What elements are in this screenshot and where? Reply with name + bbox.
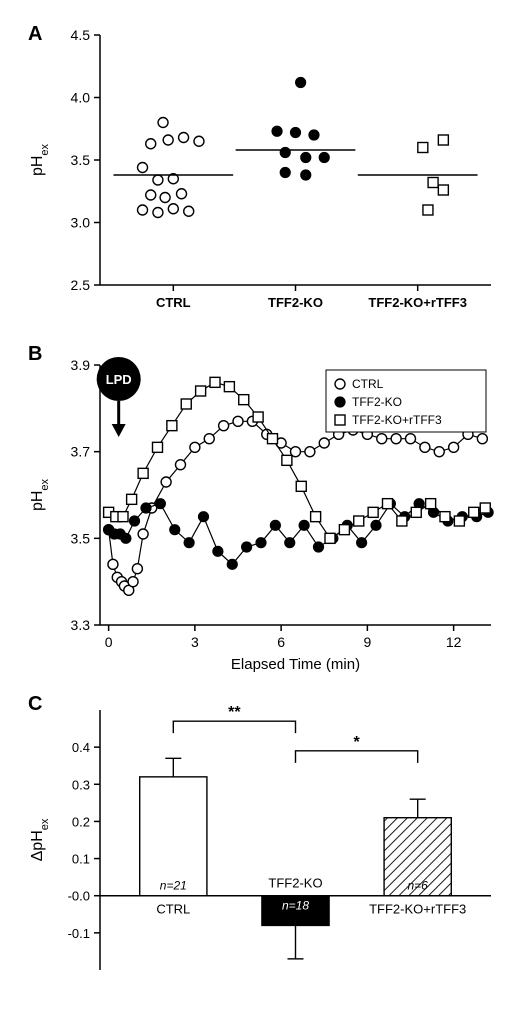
svg-text:0.4: 0.4 xyxy=(72,740,90,755)
svg-text:0.1: 0.1 xyxy=(72,852,90,867)
svg-text:0: 0 xyxy=(105,634,113,650)
svg-text:9: 9 xyxy=(363,634,371,650)
svg-text:0.3: 0.3 xyxy=(72,777,90,792)
svg-text:CTRL: CTRL xyxy=(352,377,384,391)
svg-text:TFF2-KO: TFF2-KO xyxy=(268,876,322,891)
panel-C: C 0.1 0.2 0.3 0.4 -0.0 -0.1 ΔpHex n=21 CTRL n=18 TF… xyxy=(10,680,516,990)
svg-text:Elapsed Time (min): Elapsed Time (min) xyxy=(231,656,360,673)
svg-text:3.0: 3.0 xyxy=(71,215,91,231)
svg-text:3.5: 3.5 xyxy=(71,530,91,546)
svg-text:*: * xyxy=(353,734,360,751)
svg-text:3.9: 3.9 xyxy=(71,357,91,373)
svg-text:ΔpHex: ΔpHex xyxy=(29,818,51,861)
svg-text:B: B xyxy=(28,343,42,365)
svg-text:pHex: pHex xyxy=(29,143,51,176)
svg-text:n=6: n=6 xyxy=(408,879,429,893)
svg-text:0.2: 0.2 xyxy=(72,814,90,829)
svg-text:n=18: n=18 xyxy=(282,899,309,913)
svg-text:4.5: 4.5 xyxy=(71,27,91,43)
svg-text:12: 12 xyxy=(446,634,462,650)
svg-text:4.0: 4.0 xyxy=(71,90,91,106)
svg-text:LPD: LPD xyxy=(106,372,132,387)
svg-text:TFF2-KO: TFF2-KO xyxy=(352,395,402,409)
svg-text:**: ** xyxy=(228,704,241,721)
svg-text:3.5: 3.5 xyxy=(71,152,91,168)
svg-text:3.3: 3.3 xyxy=(71,617,91,633)
svg-text:TFF2-KO+rTFF3: TFF2-KO+rTFF3 xyxy=(368,295,467,310)
svg-text:CTRL: CTRL xyxy=(156,902,190,917)
panel-B: B 3.3 3.5 3.7 3.9 pHex 0 3 6 9 12 Elapsed Time (min… xyxy=(10,330,516,680)
svg-text:3.7: 3.7 xyxy=(71,444,91,460)
svg-text:pHex: pHex xyxy=(29,478,51,511)
svg-text:-0.0: -0.0 xyxy=(68,889,90,904)
svg-text:TFF2-KO+rTFF3: TFF2-KO+rTFF3 xyxy=(352,413,442,427)
svg-text:TFF2-KO+rTFF3: TFF2-KO+rTFF3 xyxy=(369,902,466,917)
svg-text:6: 6 xyxy=(277,634,285,650)
svg-text:n=21: n=21 xyxy=(160,879,187,893)
figure: A 2.5 3.0 3.5 4.0 4.5 pHex CTRL TFF2-KO TFF2-KO+r… xyxy=(10,10,516,990)
svg-text:3: 3 xyxy=(191,634,199,650)
svg-text:CTRL: CTRL xyxy=(156,295,191,310)
svg-text:2.5: 2.5 xyxy=(71,277,91,293)
svg-text:A: A xyxy=(28,23,42,45)
svg-text:C: C xyxy=(28,693,42,715)
svg-text:TFF2-KO: TFF2-KO xyxy=(268,295,323,310)
svg-text:-0.1: -0.1 xyxy=(68,926,90,941)
panel-A: A 2.5 3.0 3.5 4.0 4.5 pHex CTRL TFF2-KO TFF2-KO+r… xyxy=(10,10,516,330)
